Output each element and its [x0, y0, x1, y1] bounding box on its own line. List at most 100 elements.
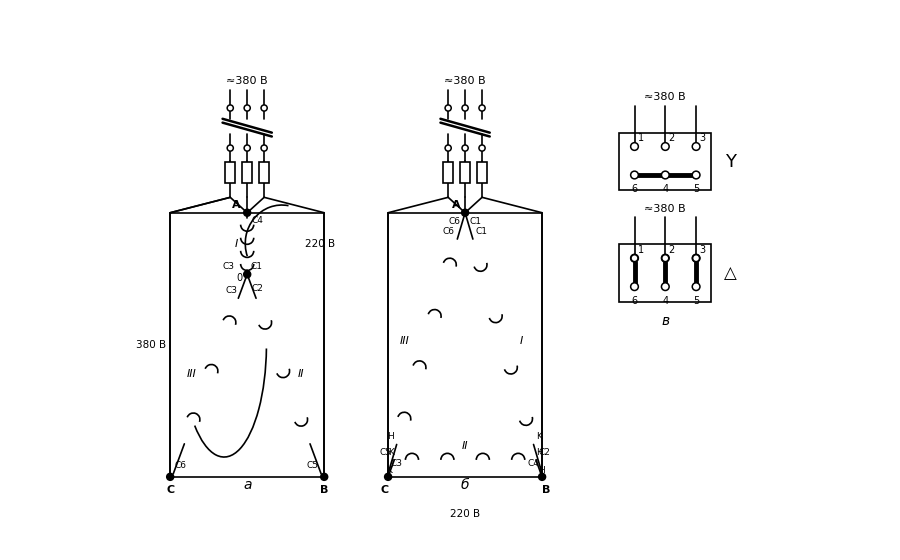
Circle shape	[662, 283, 669, 291]
Text: B: B	[542, 484, 550, 494]
Text: C1: C1	[250, 262, 262, 271]
Text: 1: 1	[637, 133, 643, 143]
Circle shape	[662, 171, 669, 179]
Text: III: III	[186, 369, 196, 379]
Text: ≈380 В: ≈380 В	[445, 77, 486, 86]
Text: C6: C6	[448, 217, 461, 226]
Text: C3: C3	[226, 286, 238, 295]
Circle shape	[244, 271, 251, 278]
Text: II: II	[298, 369, 304, 379]
Text: C5: C5	[307, 461, 319, 470]
Text: C2: C2	[538, 447, 550, 457]
Text: 5: 5	[693, 184, 699, 194]
Text: ≈380 В: ≈380 В	[644, 92, 686, 102]
Text: K: K	[386, 466, 392, 475]
Text: 2: 2	[669, 133, 675, 143]
Text: 2: 2	[669, 245, 675, 255]
Circle shape	[479, 145, 485, 151]
Bar	[443, 162, 454, 184]
Circle shape	[662, 255, 669, 262]
Text: C6: C6	[174, 461, 186, 470]
Text: C3: C3	[222, 262, 234, 271]
Circle shape	[384, 473, 392, 480]
Text: Y: Y	[725, 152, 736, 171]
Bar	[619, 244, 712, 302]
Circle shape	[320, 473, 328, 480]
Circle shape	[462, 209, 469, 216]
Circle shape	[631, 171, 638, 179]
Text: I: I	[519, 335, 523, 346]
Text: K: K	[536, 432, 543, 441]
Text: C1: C1	[476, 227, 488, 236]
Circle shape	[446, 105, 451, 111]
Circle shape	[261, 105, 267, 111]
Circle shape	[261, 145, 267, 151]
Text: A: A	[452, 200, 461, 209]
Circle shape	[462, 105, 468, 111]
Circle shape	[227, 145, 233, 151]
Text: 3: 3	[699, 245, 706, 255]
Circle shape	[244, 209, 251, 216]
Circle shape	[446, 145, 451, 151]
Text: 6: 6	[632, 296, 637, 306]
Text: б: б	[461, 478, 470, 492]
Circle shape	[631, 143, 638, 150]
Text: 5: 5	[693, 296, 699, 306]
Text: I: I	[235, 239, 238, 249]
Text: 220 В: 220 В	[450, 509, 481, 519]
Text: 6: 6	[632, 184, 637, 194]
Text: 220 В: 220 В	[305, 239, 335, 249]
Text: C1: C1	[470, 217, 482, 226]
Circle shape	[244, 145, 250, 151]
Bar	[619, 133, 712, 190]
Bar	[242, 162, 252, 184]
Text: A: A	[232, 200, 241, 209]
Text: H: H	[538, 466, 545, 475]
Text: ≈380 В: ≈380 В	[227, 77, 268, 86]
Text: в: в	[662, 314, 670, 328]
Circle shape	[631, 283, 638, 291]
Circle shape	[538, 473, 545, 480]
Circle shape	[244, 105, 250, 111]
Text: H: H	[387, 432, 393, 441]
Bar	[388, 213, 542, 477]
Circle shape	[479, 105, 485, 111]
Text: C6: C6	[442, 227, 454, 236]
Text: △: △	[724, 264, 737, 282]
Circle shape	[692, 171, 700, 179]
Text: а: а	[243, 478, 251, 492]
Text: C2: C2	[252, 283, 264, 292]
Bar	[460, 162, 470, 184]
Circle shape	[227, 105, 233, 111]
Circle shape	[693, 255, 699, 262]
Circle shape	[462, 145, 468, 151]
Bar	[170, 213, 324, 477]
Text: C4: C4	[251, 216, 263, 225]
Text: K: K	[388, 447, 393, 456]
Text: 3: 3	[699, 133, 706, 143]
Bar	[477, 162, 487, 184]
Text: B: B	[320, 484, 328, 494]
Text: 380 В: 380 В	[136, 340, 166, 350]
Text: C3: C3	[391, 459, 402, 468]
Text: II: II	[462, 441, 468, 451]
Text: H: H	[536, 447, 544, 456]
Text: C4: C4	[527, 459, 539, 468]
Text: 1: 1	[637, 245, 643, 255]
Text: III: III	[400, 335, 410, 346]
Circle shape	[662, 254, 669, 262]
Circle shape	[631, 255, 638, 262]
Circle shape	[692, 283, 700, 291]
Circle shape	[692, 254, 700, 262]
Text: 0: 0	[237, 273, 243, 283]
Bar	[225, 162, 235, 184]
Text: C5: C5	[380, 447, 392, 457]
Text: 4: 4	[662, 296, 669, 306]
Bar	[259, 162, 269, 184]
Circle shape	[662, 143, 669, 150]
Text: ≈380 В: ≈380 В	[644, 203, 686, 213]
Circle shape	[631, 254, 638, 262]
Text: C: C	[380, 484, 388, 494]
Text: 4: 4	[662, 184, 669, 194]
Circle shape	[166, 473, 174, 480]
